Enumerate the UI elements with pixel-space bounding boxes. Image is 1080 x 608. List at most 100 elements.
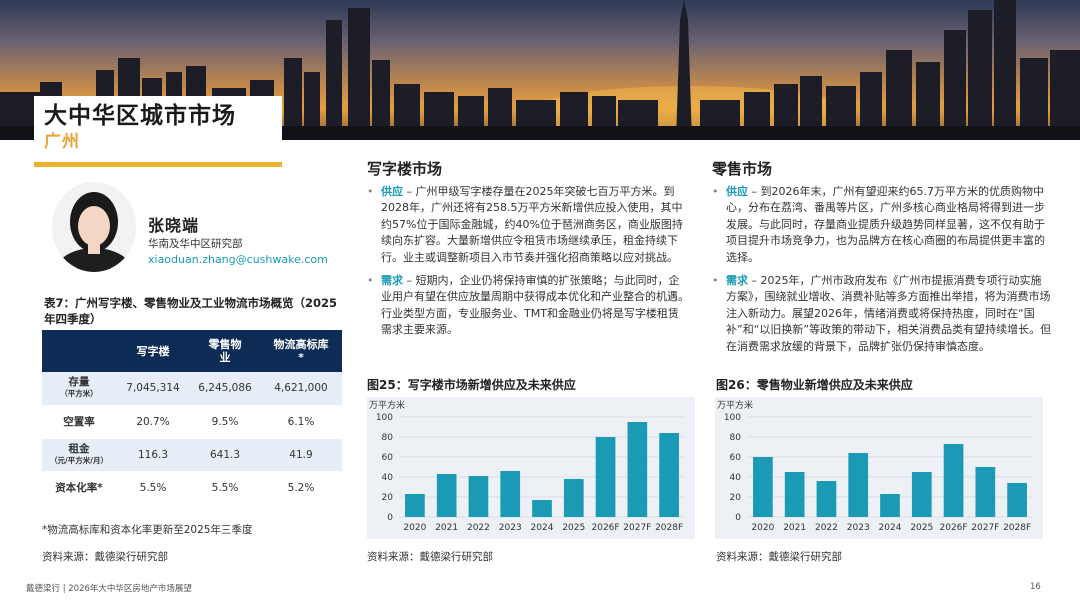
bullet-keyword: 需求 bbox=[381, 274, 403, 288]
retail-source: 资料来源：戴德梁行研究部 bbox=[716, 551, 842, 563]
y-tick-label: 0 bbox=[735, 513, 741, 523]
bullet-keyword: 需求 bbox=[726, 274, 748, 288]
bullet-text: – 广州甲级写字楼存量在2025年突破七百万平方米。到2028年，广州还将有25… bbox=[381, 185, 683, 264]
office-chart: 万平方米 0 20 40 60 80 100 2020 2021 2022 2023 2024 2025… bbox=[367, 397, 695, 539]
y-tick-label: 100 bbox=[724, 413, 741, 423]
bar bbox=[1007, 483, 1027, 517]
x-tick-label: 2028F bbox=[655, 523, 683, 533]
y-tick-label: 60 bbox=[730, 453, 742, 463]
title-box: 大中华区城市市场 广州 bbox=[34, 96, 282, 162]
retail-figure-title: 图26：零售物业新增供应及未来供应 bbox=[716, 378, 913, 392]
bullet-text: – 到2026年末，广州有望迎来约65.7万平方米的优质购物中心，分布在荔湾、番… bbox=[726, 185, 1045, 264]
page-title: 大中华区城市市场 bbox=[44, 103, 236, 129]
retail-chart-svg: 万平方米 0 20 40 60 80 100 2020 2021 2022 2023 2024 2025… bbox=[717, 399, 1033, 533]
bar bbox=[943, 444, 964, 517]
bar bbox=[753, 457, 773, 517]
author-name: 张晓端 bbox=[148, 216, 200, 235]
bar bbox=[500, 471, 521, 517]
table-row: 空置率 20.7% 9.5% 6.1% bbox=[42, 405, 342, 439]
y-tick-label: 0 bbox=[387, 513, 393, 523]
bar bbox=[532, 500, 552, 517]
author-avatar bbox=[52, 182, 136, 272]
y-tick-label: 40 bbox=[730, 473, 742, 483]
x-tick-label: 2027F bbox=[623, 523, 651, 533]
table-row: 租金 （元/平方米/月） 116.3 641.3 41.9 bbox=[42, 438, 342, 472]
table-cell: 5.5% bbox=[116, 471, 190, 505]
bar bbox=[436, 474, 457, 517]
bar bbox=[627, 422, 648, 517]
y-tick-label: 40 bbox=[382, 473, 394, 483]
x-tick-label: 2024 bbox=[531, 523, 554, 533]
y-tick-label: 80 bbox=[730, 433, 742, 443]
y-axis-unit-label: 万平方米 bbox=[717, 399, 753, 411]
bar bbox=[659, 433, 679, 517]
author-email-link[interactable]: xiaoduan.zhang@cushwake.com bbox=[148, 253, 328, 266]
bullet-text: – 短期内，企业仍将保持审慎的扩张策略；与此同时，企业用户有望在供应放量周期中获… bbox=[381, 274, 689, 337]
table-cell: 116.3 bbox=[116, 438, 190, 472]
x-tick-label: 2026F bbox=[592, 523, 620, 533]
bar bbox=[975, 467, 996, 517]
table-footnote: *物流高标库和资本化率更新至2025年三季度 bbox=[42, 524, 253, 536]
office-heading: 写字楼市场 bbox=[367, 160, 443, 178]
table-cell: 9.5% bbox=[190, 405, 260, 439]
bullet-keyword: 供应 bbox=[726, 185, 748, 198]
office-source: 资料来源：戴德梁行研究部 bbox=[367, 551, 493, 563]
y-tick-label: 100 bbox=[376, 413, 393, 423]
table-cell: 4,621,000 bbox=[260, 372, 342, 406]
row-label: 存量 （平方米） bbox=[42, 372, 116, 406]
list-item: 需求 – 2025年，广州市政府发布《广州市提振消费专项行动实施方案》，围绕就业… bbox=[712, 273, 1052, 355]
bar bbox=[911, 472, 932, 517]
table-header-cell: 物流高标库* bbox=[260, 330, 342, 372]
bullet-keyword: 供应 bbox=[381, 185, 403, 198]
table-cell: 6.1% bbox=[260, 405, 342, 439]
x-tick-label: 2022 bbox=[467, 523, 490, 533]
x-tick-label: 2024 bbox=[879, 523, 902, 533]
title-accent-bar bbox=[34, 162, 282, 167]
row-label: 租金 （元/平方米/月） bbox=[42, 438, 116, 472]
office-figure-title: 图25：写字楼市场新增供应及未来供应 bbox=[367, 378, 576, 392]
y-tick-label: 20 bbox=[382, 493, 394, 503]
x-tick-label: 2028F bbox=[1003, 523, 1031, 533]
table-cell: 41.9 bbox=[260, 438, 342, 472]
bar bbox=[880, 494, 900, 517]
retail-chart: 万平方米 0 20 40 60 80 100 2020 2021 2022 2023 2024 2025… bbox=[715, 397, 1043, 539]
table-row: 存量 （平方米） 7,045,314 6,245,086 4,621,000 bbox=[42, 372, 342, 406]
footer-text: 戴德梁行 | 2026年大中华区房地产市场展望 bbox=[26, 584, 192, 594]
office-bullets: 供应 – 广州甲级写字楼存量在2025年突破七百万平方米。到2028年，广州还将… bbox=[367, 184, 689, 346]
author-department: 华南及华中区研究部 bbox=[148, 238, 243, 250]
table-cell: 7,045,314 bbox=[116, 372, 190, 406]
row-label: 空置率 bbox=[42, 405, 116, 439]
table-cell: 641.3 bbox=[190, 438, 260, 472]
bar bbox=[405, 494, 425, 517]
table-source: 资料来源：戴德梁行研究部 bbox=[42, 551, 168, 563]
table-cell: 20.7% bbox=[116, 405, 190, 439]
y-tick-label: 80 bbox=[382, 433, 394, 443]
table-header-cell: 写字楼 bbox=[116, 330, 190, 372]
x-tick-label: 2020 bbox=[751, 523, 774, 533]
retail-bullets: 供应 – 到2026年末，广州有望迎来约65.7万平方米的优质购物中心，分布在荔… bbox=[712, 184, 1052, 362]
table-header-cell bbox=[42, 330, 116, 372]
bar bbox=[816, 481, 837, 517]
retail-heading: 零售市场 bbox=[712, 160, 773, 178]
y-tick-label: 20 bbox=[730, 493, 742, 503]
table-header-row: 写字楼 零售物业 物流高标库* bbox=[42, 330, 342, 372]
bullet-text: – 2025年，广州市政府发布《广州市提振消费专项行动实施方案》，围绕就业增收、… bbox=[726, 274, 1052, 353]
bar bbox=[595, 437, 616, 517]
list-item: 供应 – 广州甲级写字楼存量在2025年突破七百万平方米。到2028年，广州还将… bbox=[367, 184, 689, 266]
x-tick-label: 2027F bbox=[971, 523, 999, 533]
table-title: 表7：广州写字楼、零售物业及工业物流市场概览（2025年四季度） bbox=[44, 296, 338, 326]
row-label: 资本化率* bbox=[42, 471, 116, 505]
x-tick-label: 2025 bbox=[562, 523, 585, 533]
bar bbox=[563, 479, 584, 517]
x-tick-label: 2021 bbox=[435, 523, 458, 533]
x-tick-label: 2023 bbox=[499, 523, 522, 533]
x-tick-label: 2020 bbox=[403, 523, 426, 533]
table-cell: 6,245,086 bbox=[190, 372, 260, 406]
y-axis-unit-label: 万平方米 bbox=[369, 399, 405, 411]
table-row: 资本化率* 5.5% 5.5% 5.2% bbox=[42, 471, 342, 505]
table-cell: 5.2% bbox=[260, 471, 342, 505]
market-overview-table: 写字楼 零售物业 物流高标库* 存量 （平方米） 7,045,314 6,245,… bbox=[42, 330, 342, 505]
bar bbox=[848, 453, 869, 517]
bar bbox=[468, 476, 489, 517]
x-tick-label: 2023 bbox=[847, 523, 870, 533]
